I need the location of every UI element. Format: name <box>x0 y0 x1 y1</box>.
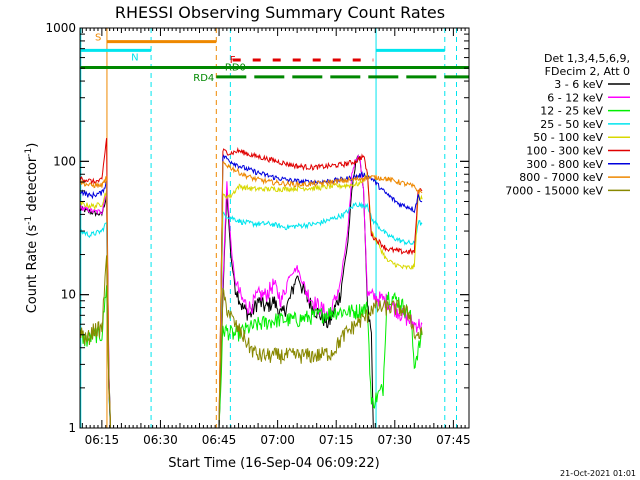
y-axis: 1 10 100 1000 <box>45 21 469 435</box>
x-tick-label: 07:15 <box>319 433 354 447</box>
chart-title: RHESSI Observing Summary Count Rates <box>115 3 445 22</box>
series-line <box>79 285 423 429</box>
legend-header: FDecim 2, Att 0 <box>545 65 630 78</box>
y-tick-label: 10 <box>61 288 76 302</box>
x-axis: 06:15 06:30 06:45 07:00 07:15 07:30 07:45 <box>81 28 471 447</box>
series-line <box>79 154 469 429</box>
footer-timestamp: 21-Oct-2021 01:01 <box>560 469 636 478</box>
legend-entry: 800 - 7000 keV <box>519 171 603 184</box>
legend-header: Det 1,3,4,5,6,9, <box>544 52 630 65</box>
y-tick-label: 100 <box>53 154 76 168</box>
legend-entry: 6 - 12 keV <box>547 91 603 104</box>
x-tick-label: 07:30 <box>377 433 412 447</box>
flag-label: N <box>131 52 138 63</box>
legend-entry: 3 - 6 keV <box>554 78 603 91</box>
legend-entry: 7000 - 15000 keV <box>505 184 603 197</box>
flag-label: F <box>230 55 236 66</box>
x-tick-label: 06:45 <box>202 433 237 447</box>
legend-entry: 50 - 100 keV <box>533 131 603 144</box>
flag-label: RD4 <box>193 73 214 84</box>
y-axis-label: Count Rate (s-1 detector-1) <box>24 143 40 314</box>
x-tick-label: 07:45 <box>436 433 471 447</box>
x-tick-label: 07:00 <box>260 433 295 447</box>
x-tick-label: 06:15 <box>85 433 120 447</box>
legend: Det 1,3,4,5,6,9,FDecim 2, Att 03 - 6 keV… <box>505 52 630 197</box>
legend-entry: 12 - 25 keV <box>540 105 603 118</box>
y-tick-label: 1000 <box>45 21 76 35</box>
legend-entry: 100 - 300 keV <box>526 145 603 158</box>
legend-entry: 300 - 800 keV <box>526 158 603 171</box>
y-tick-label: 1 <box>68 421 76 435</box>
series-line <box>79 255 423 429</box>
plot-frame <box>79 27 470 429</box>
flag-label: S <box>95 33 101 44</box>
x-tick-label: 06:30 <box>143 433 178 447</box>
x-axis-label: Start Time (16-Sep-04 06:09:22) <box>168 456 379 471</box>
legend-entry: 25 - 50 keV <box>540 118 603 131</box>
flag-label: RD0 <box>225 63 246 74</box>
